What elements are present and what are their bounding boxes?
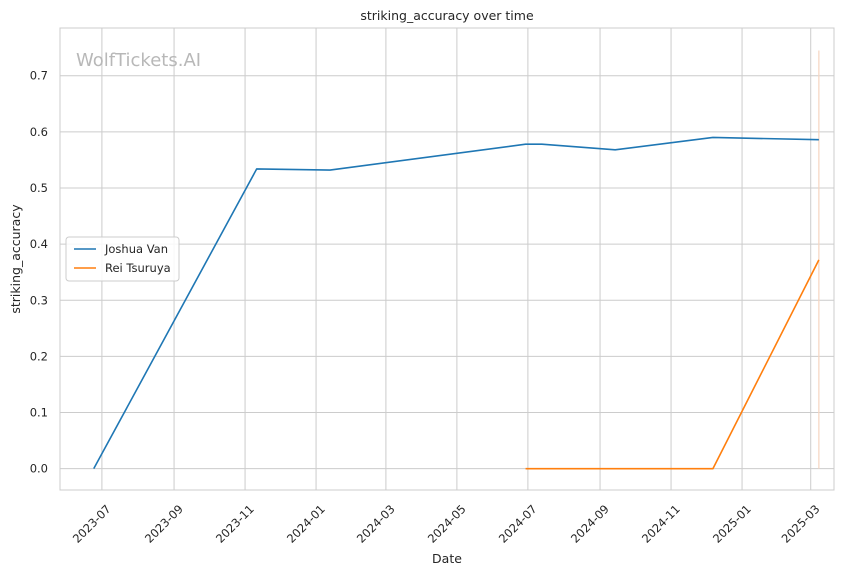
x-tick-label: 2024-01 bbox=[284, 502, 328, 546]
y-tick-label: 0.4 bbox=[30, 237, 48, 251]
legend: Joshua Van Rei Tsuruya bbox=[65, 236, 180, 282]
y-axis-ticks: 0.0 0.1 0.2 0.3 0.4 0.5 0.6 0.7 bbox=[30, 69, 48, 476]
y-tick-label: 0.0 bbox=[30, 462, 48, 476]
chart-title: striking_accuracy over time bbox=[360, 8, 534, 23]
x-axis-label: Date bbox=[432, 551, 462, 566]
x-tick-label: 2024-05 bbox=[425, 502, 469, 546]
x-tick-label: 2024-11 bbox=[639, 502, 683, 546]
x-tick-label: 2024-07 bbox=[496, 502, 540, 546]
x-axis-ticks: 2023-07 2023-09 2023-11 2024-01 2024-03 2024-… bbox=[70, 502, 823, 546]
x-tick-label: 2024-09 bbox=[568, 502, 612, 546]
x-tick-label: 2025-01 bbox=[710, 502, 754, 546]
plot-frame bbox=[59, 27, 835, 491]
x-tick-label: 2023-11 bbox=[213, 502, 257, 546]
y-tick-label: 0.5 bbox=[30, 181, 48, 195]
x-tick-label: 2023-07 bbox=[70, 502, 114, 546]
y-tick-label: 0.6 bbox=[30, 125, 48, 139]
y-tick-label: 0.7 bbox=[30, 69, 48, 83]
series-line-rei-tsuruya bbox=[525, 259, 820, 470]
legend-label-joshua-van: Joshua Van bbox=[104, 242, 168, 256]
y-axis-label: striking_accuracy bbox=[8, 204, 23, 314]
y-tick-label: 0.1 bbox=[30, 406, 48, 420]
legend-label-rei-tsuruya: Rei Tsuruya bbox=[105, 261, 171, 275]
series-line-joshua-van bbox=[93, 136, 819, 470]
legend-box bbox=[65, 236, 180, 282]
watermark: WolfTickets.AI bbox=[76, 50, 201, 71]
x-tick-label: 2025-03 bbox=[779, 502, 823, 546]
series-lines bbox=[93, 136, 820, 470]
x-tick-label: 2023-09 bbox=[142, 502, 186, 546]
y-tick-label: 0.3 bbox=[30, 293, 48, 307]
y-tick-label: 0.2 bbox=[30, 349, 48, 363]
x-tick-label: 2024-03 bbox=[354, 502, 398, 546]
